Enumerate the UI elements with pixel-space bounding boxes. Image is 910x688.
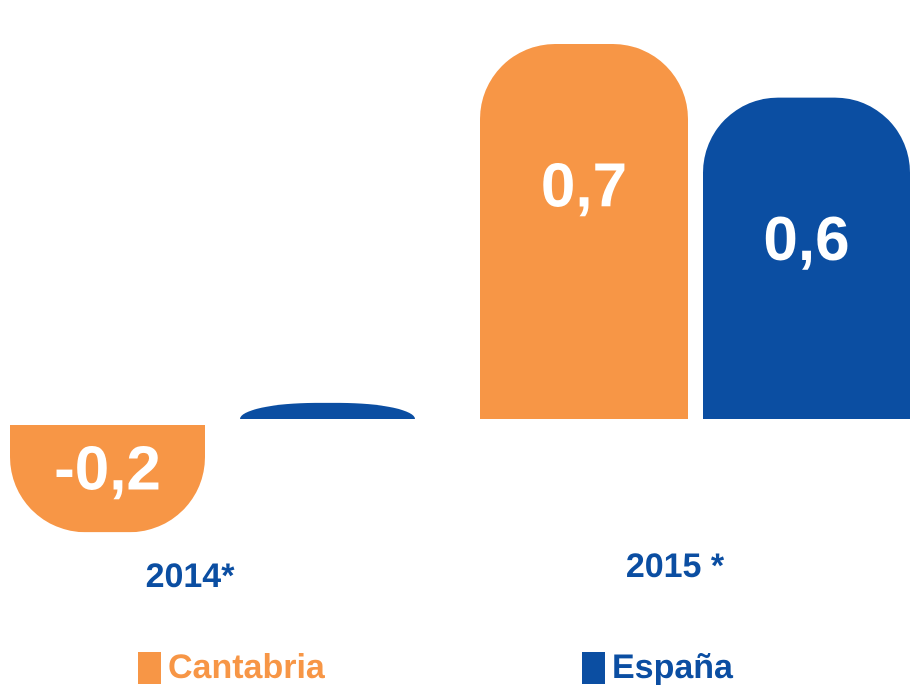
legend-swatch [582, 652, 605, 684]
value-label: -0,2 [54, 435, 161, 504]
legend-swatch [138, 652, 161, 684]
bar [9, 425, 205, 533]
legend-label: Cantabria [168, 648, 326, 686]
bar [703, 97, 910, 420]
bar [480, 44, 688, 419]
value-label: 0,6 [763, 205, 849, 274]
value-label: 0,7 [541, 151, 627, 220]
x-tick-label: 2014* [146, 557, 236, 595]
x-tick-label: 2015 * [626, 547, 725, 585]
legend-label: España [612, 648, 734, 686]
bar [240, 402, 415, 419]
